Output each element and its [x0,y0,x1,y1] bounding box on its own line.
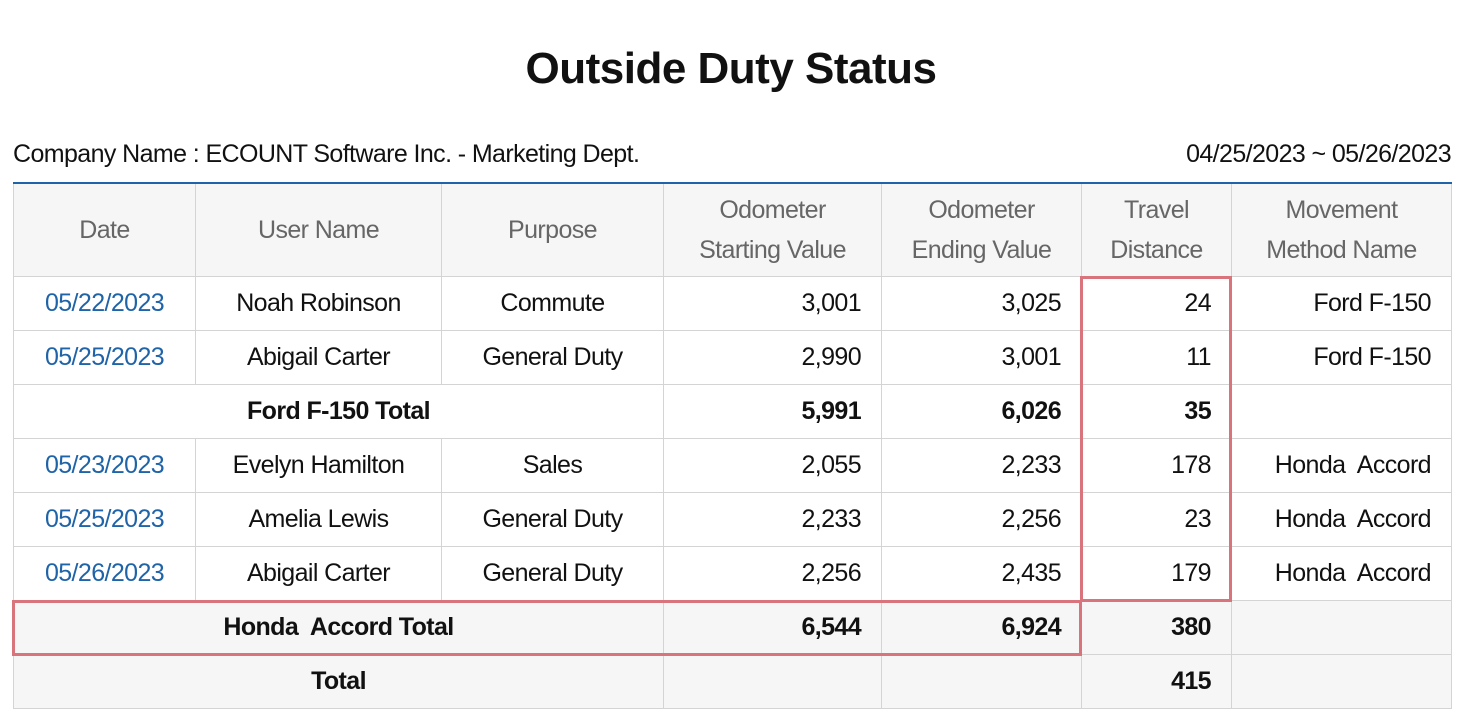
empty-cell [1231,654,1452,709]
total-row: Total 415 [13,654,1452,709]
date-link[interactable]: 05/22/2023 [13,276,196,331]
subtotal-label: Ford F-150 Total [13,384,664,439]
subtotal-distance: 35 [1081,384,1232,439]
subtotal-end: 6,026 [881,384,1082,439]
header-text: Odometer [719,196,826,224]
table-row: 05/23/2023 Evelyn Hamilton Sales 2,055 2… [13,438,1452,493]
travel-distance: 11 [1081,330,1232,385]
header-movement-method: Movement Method Name [1231,182,1452,277]
travel-distance: 24 [1081,276,1232,331]
subtotal-row: Honda Accord Total 6,544 6,924 380 [13,600,1452,655]
user-name: Abigail Carter [195,330,442,385]
odometer-end: 2,233 [881,438,1082,493]
movement-method: Honda Accord [1231,438,1452,493]
total-label: Total [13,654,664,709]
movement-method: Honda Accord [1231,492,1452,547]
header-text: Distance [1110,236,1203,264]
subtotal-start: 6,544 [663,600,882,655]
date-link[interactable]: 05/25/2023 [13,492,196,547]
outside-duty-table: Date User Name Purpose Odometer Starting … [13,182,1452,709]
table-row: 05/26/2023 Abigail Carter General Duty 2… [13,546,1452,601]
travel-distance: 178 [1081,438,1232,493]
header-travel-distance: Travel Distance [1081,182,1232,277]
odometer-end: 2,435 [881,546,1082,601]
date-link[interactable]: 05/23/2023 [13,438,196,493]
header-text: Starting Value [699,236,846,264]
purpose: Commute [441,276,664,331]
user-name: Amelia Lewis [195,492,442,547]
subtotal-row: Ford F-150 Total 5,991 6,026 35 [13,384,1452,439]
user-name: Abigail Carter [195,546,442,601]
empty-cell [1231,384,1452,439]
odometer-start: 2,055 [663,438,882,493]
subtotal-distance: 380 [1081,600,1232,655]
header-text: Movement [1285,196,1399,224]
table-row: 05/22/2023 Noah Robinson Commute 3,001 3… [13,276,1452,331]
table-row: 05/25/2023 Amelia Lewis General Duty 2,2… [13,492,1452,547]
company-name: Company Name : ECOUNT Software Inc. - Ma… [13,140,640,168]
subtotal-label: Honda Accord Total [13,600,664,655]
header-text: Method Name [1266,236,1417,264]
date-link[interactable]: 05/26/2023 [13,546,196,601]
odometer-end: 3,001 [881,330,1082,385]
header-date: Date [13,182,196,277]
purpose: Sales [441,438,664,493]
date-range: 04/25/2023 ~ 05/26/2023 [1186,140,1452,168]
date-link[interactable]: 05/25/2023 [13,330,196,385]
header-row: Date User Name Purpose Odometer Starting … [13,182,1452,277]
empty-cell [881,654,1082,709]
header-user-name: User Name [195,182,442,277]
empty-cell [663,654,882,709]
header-purpose: Purpose [441,182,664,277]
odometer-end: 2,256 [881,492,1082,547]
header-odometer-end: Odometer Ending Value [881,182,1082,277]
travel-distance: 23 [1081,492,1232,547]
odometer-start: 3,001 [663,276,882,331]
user-name: Noah Robinson [195,276,442,331]
odometer-start: 2,256 [663,546,882,601]
header-text: Odometer [928,196,1035,224]
purpose: General Duty [441,330,664,385]
header-text: Ending Value [911,236,1052,264]
travel-distance: 179 [1081,546,1232,601]
header-odometer-start: Odometer Starting Value [663,182,882,277]
odometer-start: 2,990 [663,330,882,385]
odometer-start: 2,233 [663,492,882,547]
subtotal-start: 5,991 [663,384,882,439]
purpose: General Duty [441,492,664,547]
purpose: General Duty [441,546,664,601]
user-name: Evelyn Hamilton [195,438,442,493]
table-row: 05/25/2023 Abigail Carter General Duty 2… [13,330,1452,385]
total-distance: 415 [1081,654,1232,709]
movement-method: Ford F-150 [1231,330,1452,385]
report-title: Outside Duty Status [525,44,938,93]
empty-cell [1231,600,1452,655]
subtotal-end: 6,924 [881,600,1082,655]
movement-method: Ford F-150 [1231,276,1452,331]
movement-method: Honda Accord [1231,546,1452,601]
header-text: Travel [1124,196,1190,224]
odometer-end: 3,025 [881,276,1082,331]
